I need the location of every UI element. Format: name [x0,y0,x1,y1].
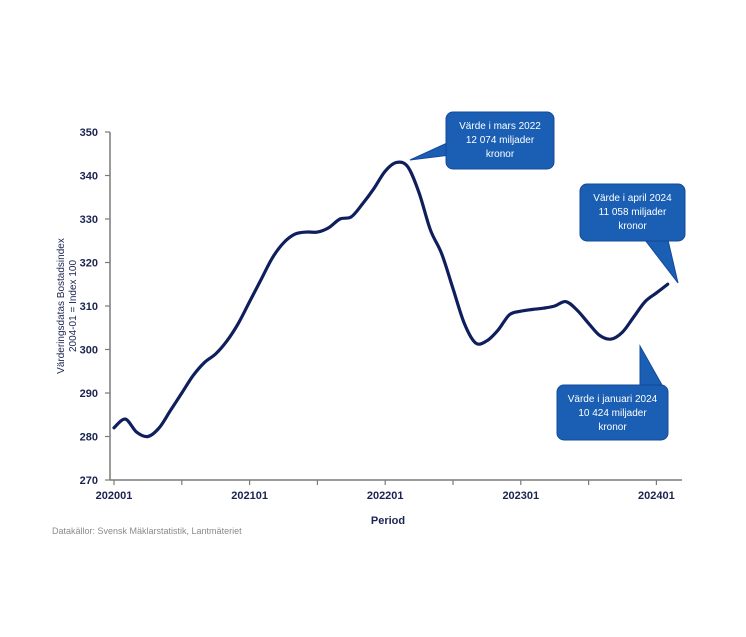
callout-line: Värde i mars 2022 [459,121,541,132]
series-line [112,160,670,439]
callout-pointer [639,344,663,386]
callout-text: Värde i april 2024 11 058 miljader kronor [593,193,672,232]
y-tick-label: 300 [80,345,98,357]
callout-text: Värde i mars 2022 12 074 miljader kronor [459,121,541,160]
x-tick-label: 202401 [638,490,675,502]
callout-mar-2022: Värde i mars 2022 12 074 miljader kronor [409,111,555,170]
callout-line: 12 074 miljader [466,135,535,146]
x-ticks: 202001 202101 202201 202301 202401 [96,480,675,502]
callout-box [445,111,555,170]
callout-apr-2024: Värde i april 2024 11 058 miljader kronor [579,183,686,284]
y-tick-label: 320 [80,258,98,270]
callout-line: Värde i januari 2024 [568,394,658,405]
y-tick-label: 290 [80,388,98,400]
source-note: Datakällor: Svensk Mäklarstatistik, Lant… [52,526,242,536]
callout-line: kronor [618,221,647,232]
callout-line: Värde i april 2024 [593,193,672,204]
y-axis-title: Värderingsdatas Bostadsindex 2004-01 = I… [56,238,79,374]
x-axis-title: Period [371,515,405,527]
callout-text: Värde i januari 2024 10 424 miljader krono… [568,394,658,433]
callout-jan-2024: Värde i januari 2024 10 424 miljader krono… [556,344,669,441]
y-tick-label: 280 [80,432,98,444]
x-tick-label: 202201 [367,490,404,502]
x-tick-label: 202101 [231,490,268,502]
y-tick-label: 310 [80,301,98,313]
y-axis-title-line-2: 2004-01 = Index 100 [68,260,79,352]
y-tick-label: 340 [80,171,98,183]
callout-box [579,183,686,242]
callout-pointer [643,239,679,284]
x-tick-label: 202001 [96,490,133,502]
callouts: Värde i mars 2022 12 074 miljader kronorVä… [409,111,686,441]
y-ticks: 270 280 290 300 310 320 330 340 350 [80,127,110,487]
callout-line: 11 058 miljader [599,207,667,218]
series-layer [112,160,670,439]
callout-line: kronor [486,149,515,160]
x-tick-label: 202301 [502,490,539,502]
y-axis-title-line-1: Värderingsdatas Bostadsindex [56,238,67,374]
callout-line: kronor [598,422,627,433]
y-tick-label: 350 [80,127,98,139]
y-tick-label: 330 [80,214,98,226]
callout-box [556,384,669,441]
y-tick-label: 270 [80,475,98,487]
callout-line: 10 424 miljader [578,408,647,419]
